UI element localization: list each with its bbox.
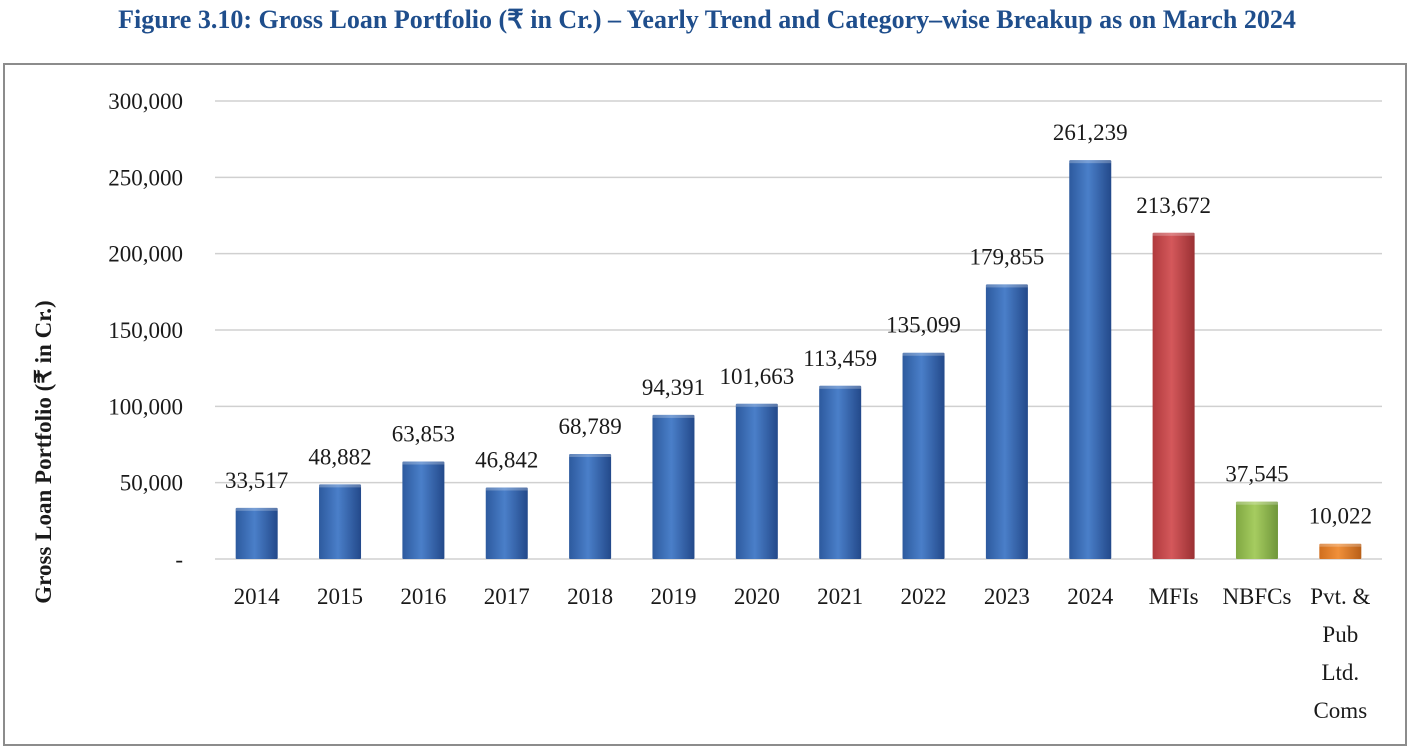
- x-tick-label-line: MFIs: [1149, 584, 1199, 609]
- bar-cap: [735, 403, 778, 407]
- x-tick-label-line: Pvt. &: [1310, 584, 1370, 609]
- x-tick-label-line: 2024: [1067, 584, 1114, 609]
- data-label: 68,789: [558, 414, 621, 439]
- x-tick-label: NBFCs: [1222, 584, 1291, 609]
- bar-cap: [319, 484, 362, 488]
- x-tick-label-line: 2018: [567, 584, 613, 609]
- y-tick-label: 100,000: [108, 394, 183, 419]
- bar-cap: [485, 487, 528, 491]
- x-axis-ticks: 2014 2015 2016 2017 2018 2019 2020 2021 2022 2023…: [234, 584, 1371, 723]
- x-tick-label-line: NBFCs: [1222, 584, 1291, 609]
- x-tick-label: 2015: [317, 584, 363, 609]
- data-label: 63,853: [392, 422, 455, 447]
- bar-cap: [902, 352, 945, 356]
- x-tick-label-line: 2022: [901, 584, 947, 609]
- bar-cap: [819, 385, 862, 389]
- bar-2016: [402, 461, 445, 559]
- bar-2015: [319, 484, 362, 559]
- data-label: 48,882: [308, 444, 371, 469]
- x-tick-label: 2017: [484, 584, 530, 609]
- bar-2014: [235, 507, 278, 559]
- x-tick-label: 2018: [567, 584, 613, 609]
- data-labels: 33,517 48,882 63,853 46,842 68,789 94,391 101,…: [225, 120, 1372, 529]
- data-label: 135,099: [886, 313, 961, 338]
- x-tick-label-line: 2016: [400, 584, 446, 609]
- x-tick-label: 2023: [984, 584, 1030, 609]
- bar-2024: [1069, 160, 1112, 560]
- x-tick-label: 2021: [817, 584, 863, 609]
- y-tick-label: 250,000: [108, 165, 183, 190]
- x-tick-label-line: Pub: [1322, 622, 1358, 647]
- y-tick-label: 200,000: [108, 242, 183, 267]
- bar-2022: [902, 352, 945, 559]
- x-tick-label-line: 2019: [650, 584, 696, 609]
- bar-2017: [485, 487, 528, 559]
- data-label: 10,022: [1309, 504, 1372, 529]
- y-tick-label: -: [175, 547, 183, 572]
- x-tick-label: 2022: [901, 584, 947, 609]
- x-tick-label-line: 2020: [734, 584, 780, 609]
- x-tick-label: 2020: [734, 584, 780, 609]
- bar-cap: [1235, 501, 1278, 505]
- data-label: 179,855: [970, 244, 1045, 269]
- bars: [235, 160, 1362, 560]
- y-axis-label: Gross Loan Portfolio (₹ in Cr.): [31, 300, 56, 603]
- x-tick-label-line: 2015: [317, 584, 363, 609]
- bar-2021: [819, 385, 862, 559]
- bar-cap: [402, 461, 445, 465]
- x-tick-label: 2024: [1067, 584, 1114, 609]
- bar-2020: [735, 403, 778, 559]
- bar-mfis: [1152, 232, 1195, 560]
- bar-cap: [1069, 160, 1112, 164]
- bar-pvt-pub-ltd-coms: [1319, 543, 1362, 559]
- x-tick-label-line: 2023: [984, 584, 1030, 609]
- x-tick-label: 2016: [400, 584, 446, 609]
- bar-cap: [1319, 543, 1362, 547]
- y-tick-label: 300,000: [108, 89, 183, 114]
- bar-cap: [652, 414, 695, 418]
- bar-2019: [652, 414, 695, 559]
- x-tick-label: Pvt. & Pub Ltd. Coms: [1310, 584, 1370, 723]
- data-label: 113,459: [803, 346, 877, 371]
- data-label: 101,663: [719, 364, 794, 389]
- data-label: 37,545: [1225, 462, 1288, 487]
- chart-frame: - 50,000 100,000 150,000 200,000 250,000 300,0…: [3, 63, 1407, 746]
- y-axis-ticks: - 50,000 100,000 150,000 200,000 250,000 300,0…: [108, 89, 183, 572]
- x-tick-label: 2014: [234, 584, 281, 609]
- bar-cap: [235, 507, 278, 511]
- bar-cap: [1152, 232, 1195, 236]
- gridlines: [215, 100, 1382, 560]
- data-label: 261,239: [1053, 120, 1128, 145]
- bar-nbfcs: [1235, 501, 1278, 559]
- bar-cap: [985, 284, 1028, 288]
- bar-2018: [569, 453, 612, 559]
- data-label: 33,517: [225, 468, 288, 493]
- data-label: 94,391: [642, 375, 705, 400]
- x-tick-label-line: 2017: [484, 584, 530, 609]
- x-tick-label-line: 2014: [234, 584, 281, 609]
- data-label: 46,842: [475, 447, 538, 472]
- x-tick-label-line: Ltd.: [1321, 660, 1359, 685]
- x-tick-label-line: 2021: [817, 584, 863, 609]
- x-tick-label: 2019: [650, 584, 696, 609]
- figure-title: Figure 3.10: Gross Loan Portfolio (₹ in …: [118, 5, 1296, 34]
- y-tick-label: 150,000: [108, 318, 183, 343]
- y-tick-label: 50,000: [120, 471, 183, 496]
- x-tick-label-line: Coms: [1313, 698, 1367, 723]
- data-label: 213,672: [1136, 193, 1211, 218]
- bar-chart: - 50,000 100,000 150,000 200,000 250,000 300,0…: [31, 89, 1382, 723]
- x-tick-label: MFIs: [1149, 584, 1199, 609]
- bar-2023: [985, 284, 1028, 559]
- bar-cap: [569, 453, 612, 457]
